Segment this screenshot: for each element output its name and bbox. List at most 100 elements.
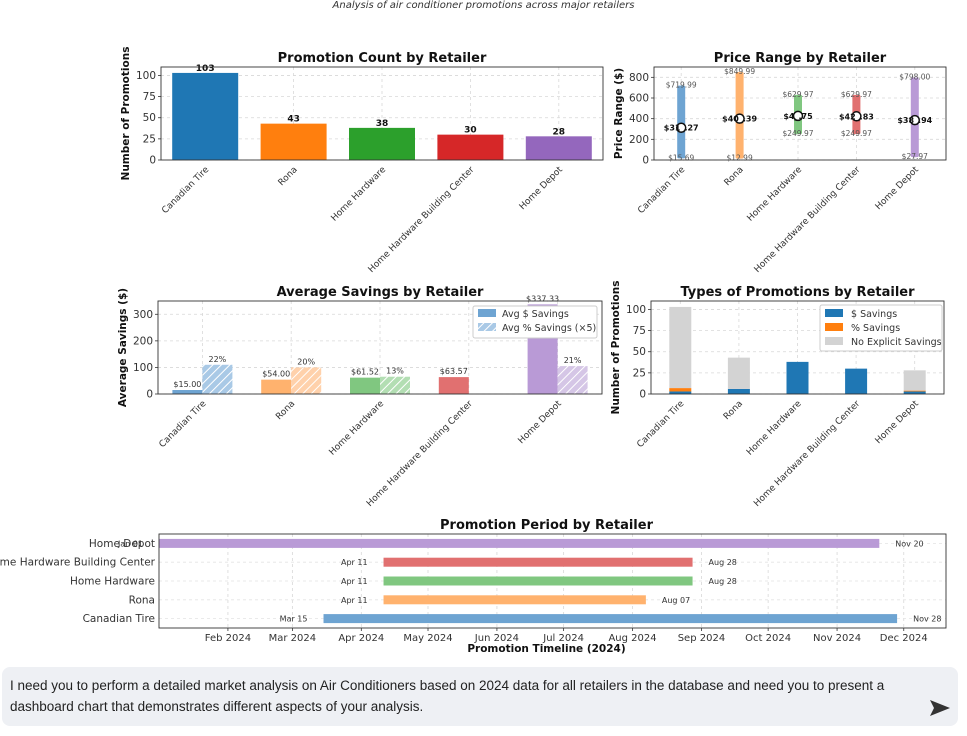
avg-label: $31_.27 [664, 124, 699, 133]
x-tick-label-home-depot: Home Depot [874, 165, 921, 212]
data-label: 28 [553, 127, 566, 137]
x-tick-label-rona: Rona [277, 165, 300, 188]
bar-no-explicit-savings-rona [727, 357, 750, 389]
period-bar-home-hardware [383, 576, 693, 586]
avg-savings-chart: 0 100 200 300 Average Savings by Retailer Ave… [117, 285, 603, 509]
legend-label: Avg $ Savings [502, 309, 569, 320]
data-label: 103 [196, 64, 215, 74]
x-tick-label-home-depot: Home Depot [517, 399, 564, 446]
legend-swatch [825, 337, 843, 345]
min-label: $27.97 [902, 152, 928, 161]
x-tick-label: Sep 2024 [678, 633, 725, 644]
bar--savings-home-hardware [786, 361, 809, 394]
plot-border [158, 533, 947, 629]
bar--savings-rona [727, 388, 750, 394]
data-label: 43 [287, 115, 300, 125]
y-tick-label: 200 [133, 335, 153, 347]
y-tick-label: 75 [143, 91, 156, 103]
data-label: 38 [376, 119, 389, 129]
y-axis-label: Average Savings ($) [117, 288, 129, 407]
chat-input-box[interactable]: I need you to perform a detailed market … [2, 667, 958, 726]
chart-title: Price Range by Retailer [714, 51, 887, 66]
data-label: 22% [209, 355, 227, 364]
chat-input-text[interactable]: I need you to perform a detailed market … [10, 678, 885, 714]
legend-swatch [478, 309, 496, 317]
legend-swatch [478, 323, 496, 331]
promo-period-chart: Feb 2024 Mar 2024 Apr 2024 May 2024 Jun 2024… [0, 518, 947, 655]
bar--savings-canadian-tire [669, 391, 692, 394]
y-tick-label: 50 [143, 112, 156, 124]
send-arrow-icon[interactable] [928, 698, 952, 718]
x-axis-label: Promotion Timeline (2024) [467, 643, 625, 655]
x-tick-label-home-hardware-building-center: Home Hardware Building Center [365, 399, 475, 509]
period-bar-home-hardware-building-center [383, 557, 693, 567]
start-date-label: Jan 01 [117, 539, 143, 548]
avg-marker-rona [734, 113, 745, 124]
x-tick-label-home-depot: Home Depot [518, 165, 565, 212]
x-tick-label: May 2024 [403, 633, 452, 644]
y-tick-label: 300 [133, 309, 153, 321]
x-tick-label-canadian-tire: Canadian Tire [158, 399, 209, 450]
bar-pct-savings-home-hardware [380, 376, 410, 394]
bar-canadian-tire [172, 72, 239, 160]
x-tick-label-home-hardware-building-center: Home Hardware Building Center [753, 165, 863, 275]
start-date-label: Apr 11 [341, 577, 368, 586]
promo-count-chart: 0 25 50 75 100 Promotion Count by Retailer Num… [120, 47, 604, 275]
y-tick-label: 800 [629, 72, 649, 84]
x-tick-label-home-hardware-building-center: Home Hardware Building Center [367, 165, 477, 275]
period-bar-home-depot [159, 538, 880, 548]
x-tick-label-rona: Rona [723, 165, 746, 188]
min-label: $15.69 [668, 153, 694, 162]
bar-dollar-savings-home-hardware-building-center [438, 377, 469, 394]
start-date-label: Apr 11 [341, 596, 368, 605]
avg-label: $4_.75 [783, 112, 813, 121]
chart-title: Promotion Period by Retailer [440, 518, 654, 533]
bar-dollar-savings-rona [261, 379, 292, 394]
x-tick-label: Oct 2024 [745, 633, 791, 644]
legend: Avg $ Savings Avg % Savings (×5) [472, 305, 598, 339]
x-tick-label: Mar 2024 [269, 633, 317, 644]
bar-pct-savings-canadian-tire [202, 364, 233, 394]
y-tick-label: 600 [629, 93, 649, 105]
y-tick-label: 50 [633, 346, 646, 358]
x-tick-label-home-hardware: Home Hardware [329, 165, 388, 224]
end-date-label: Aug 07 [662, 596, 690, 605]
max-label: $629.97 [782, 90, 813, 99]
y-tick-label-home-hardware-building-center: Home Hardware Building Center [0, 557, 156, 569]
y-tick-label-home-depot: Home Depot [89, 538, 155, 550]
end-date-label: Nov 28 [913, 615, 941, 624]
y-tick-label: 0 [149, 155, 156, 167]
promo-types-chart: 0 25 50 75 100 Types of Promotions by Retaile… [610, 281, 945, 509]
range-bar-canadian-tire [677, 85, 686, 159]
bar-dollar-savings-canadian-tire [172, 390, 203, 394]
chart-title: Average Savings by Retailer [277, 285, 484, 300]
y-tick-label: 0 [146, 389, 153, 401]
x-tick-label-home-hardware: Home Hardware [327, 399, 386, 458]
bar-no-explicit-savings-canadian-tire [669, 306, 692, 389]
x-tick-label: Jul 2024 [542, 633, 584, 644]
legend-swatch [825, 309, 843, 317]
bar-home-hardware [349, 127, 415, 160]
bar-dollar-savings-home-hardware [350, 377, 380, 394]
avg-marker-canadian-tire [675, 122, 687, 133]
legend-label: Avg % Savings (×5) [502, 323, 596, 334]
x-tick-label: Feb 2024 [205, 633, 251, 644]
data-label: 21% [564, 356, 582, 365]
y-tick-label-rona: Rona [129, 594, 155, 606]
legend-label: No Explicit Savings [851, 337, 942, 348]
bar-no-explicit-savings-home-depot [903, 370, 926, 391]
y-axis-label: Price Range ($) [613, 68, 625, 159]
legend-swatch [825, 323, 843, 331]
data-label: $15.00 [173, 380, 201, 389]
bar--savings-home-depot [903, 391, 926, 394]
x-tick-label: Apr 2024 [338, 633, 384, 644]
end-date-label: Nov 20 [895, 539, 923, 548]
y-axis-label: Number of Promotions [610, 281, 622, 415]
bar-rona [260, 123, 327, 160]
y-tick-label: 25 [633, 367, 646, 379]
min-label: $249.97 [841, 129, 872, 138]
x-tick-label-home-hardware: Home Hardware [745, 399, 804, 458]
avg-marker-home-hardware-building-center [851, 111, 862, 122]
chart-title: Promotion Count by Retailer [278, 51, 487, 66]
x-tick-label-canadian-tire: Canadian Tire [636, 165, 687, 216]
